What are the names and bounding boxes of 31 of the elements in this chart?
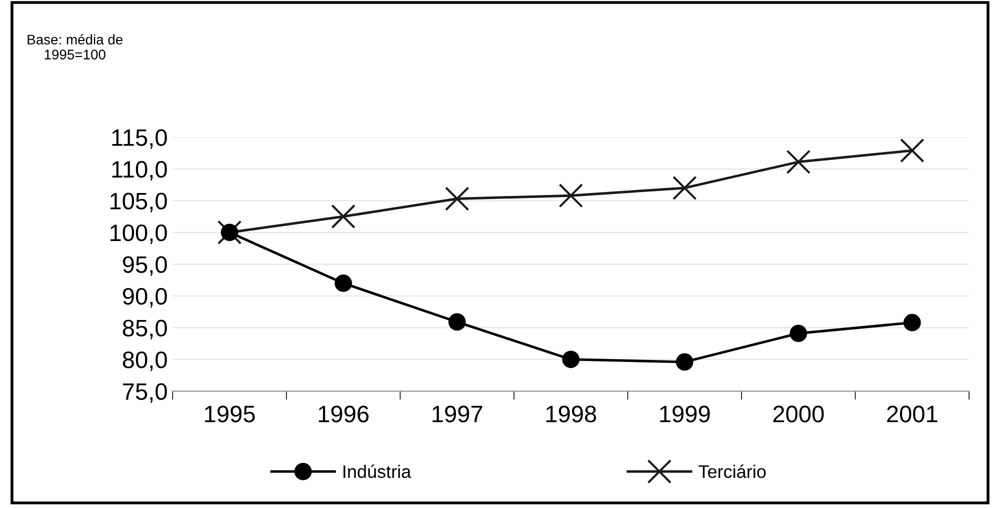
text: Base: média de 1995=100 <box>28 34 122 60</box>
point <box>786 150 811 174</box>
y-tick-label: 80,0 <box>122 351 167 371</box>
y-tick-label: 95,0 <box>122 256 167 276</box>
y-tick-label: 115,0 <box>112 129 167 149</box>
y-tick-label: 85,0 <box>122 320 167 340</box>
x-tick-label: 1999 <box>660 406 710 422</box>
point <box>790 324 808 342</box>
y-tick-label: 75,0 <box>123 383 167 403</box>
y-tick-label: 105,0 <box>110 192 167 212</box>
point <box>448 313 466 331</box>
point <box>331 204 356 229</box>
point <box>672 176 697 200</box>
point <box>444 186 470 211</box>
legend-label: Terciário <box>698 464 766 478</box>
y-tick-label: 90,0 <box>122 288 167 308</box>
y-tick-label: 110,0 <box>112 160 167 180</box>
x-tick-label: 1997 <box>432 406 482 422</box>
point <box>676 353 694 371</box>
point <box>900 138 924 163</box>
point <box>562 350 580 368</box>
point <box>903 314 921 332</box>
point <box>334 274 352 292</box>
point <box>558 183 584 208</box>
x-tick-label: 2000 <box>773 406 824 422</box>
x-tick-label: 1998 <box>546 406 596 422</box>
x-tick-label: 2001 <box>887 406 938 422</box>
x-tick-label: 1995 <box>205 406 255 422</box>
x-tick-label: 1996 <box>318 406 369 422</box>
y-tick-label: 100,0 <box>110 224 167 244</box>
legend-label: Indústria <box>344 464 412 478</box>
